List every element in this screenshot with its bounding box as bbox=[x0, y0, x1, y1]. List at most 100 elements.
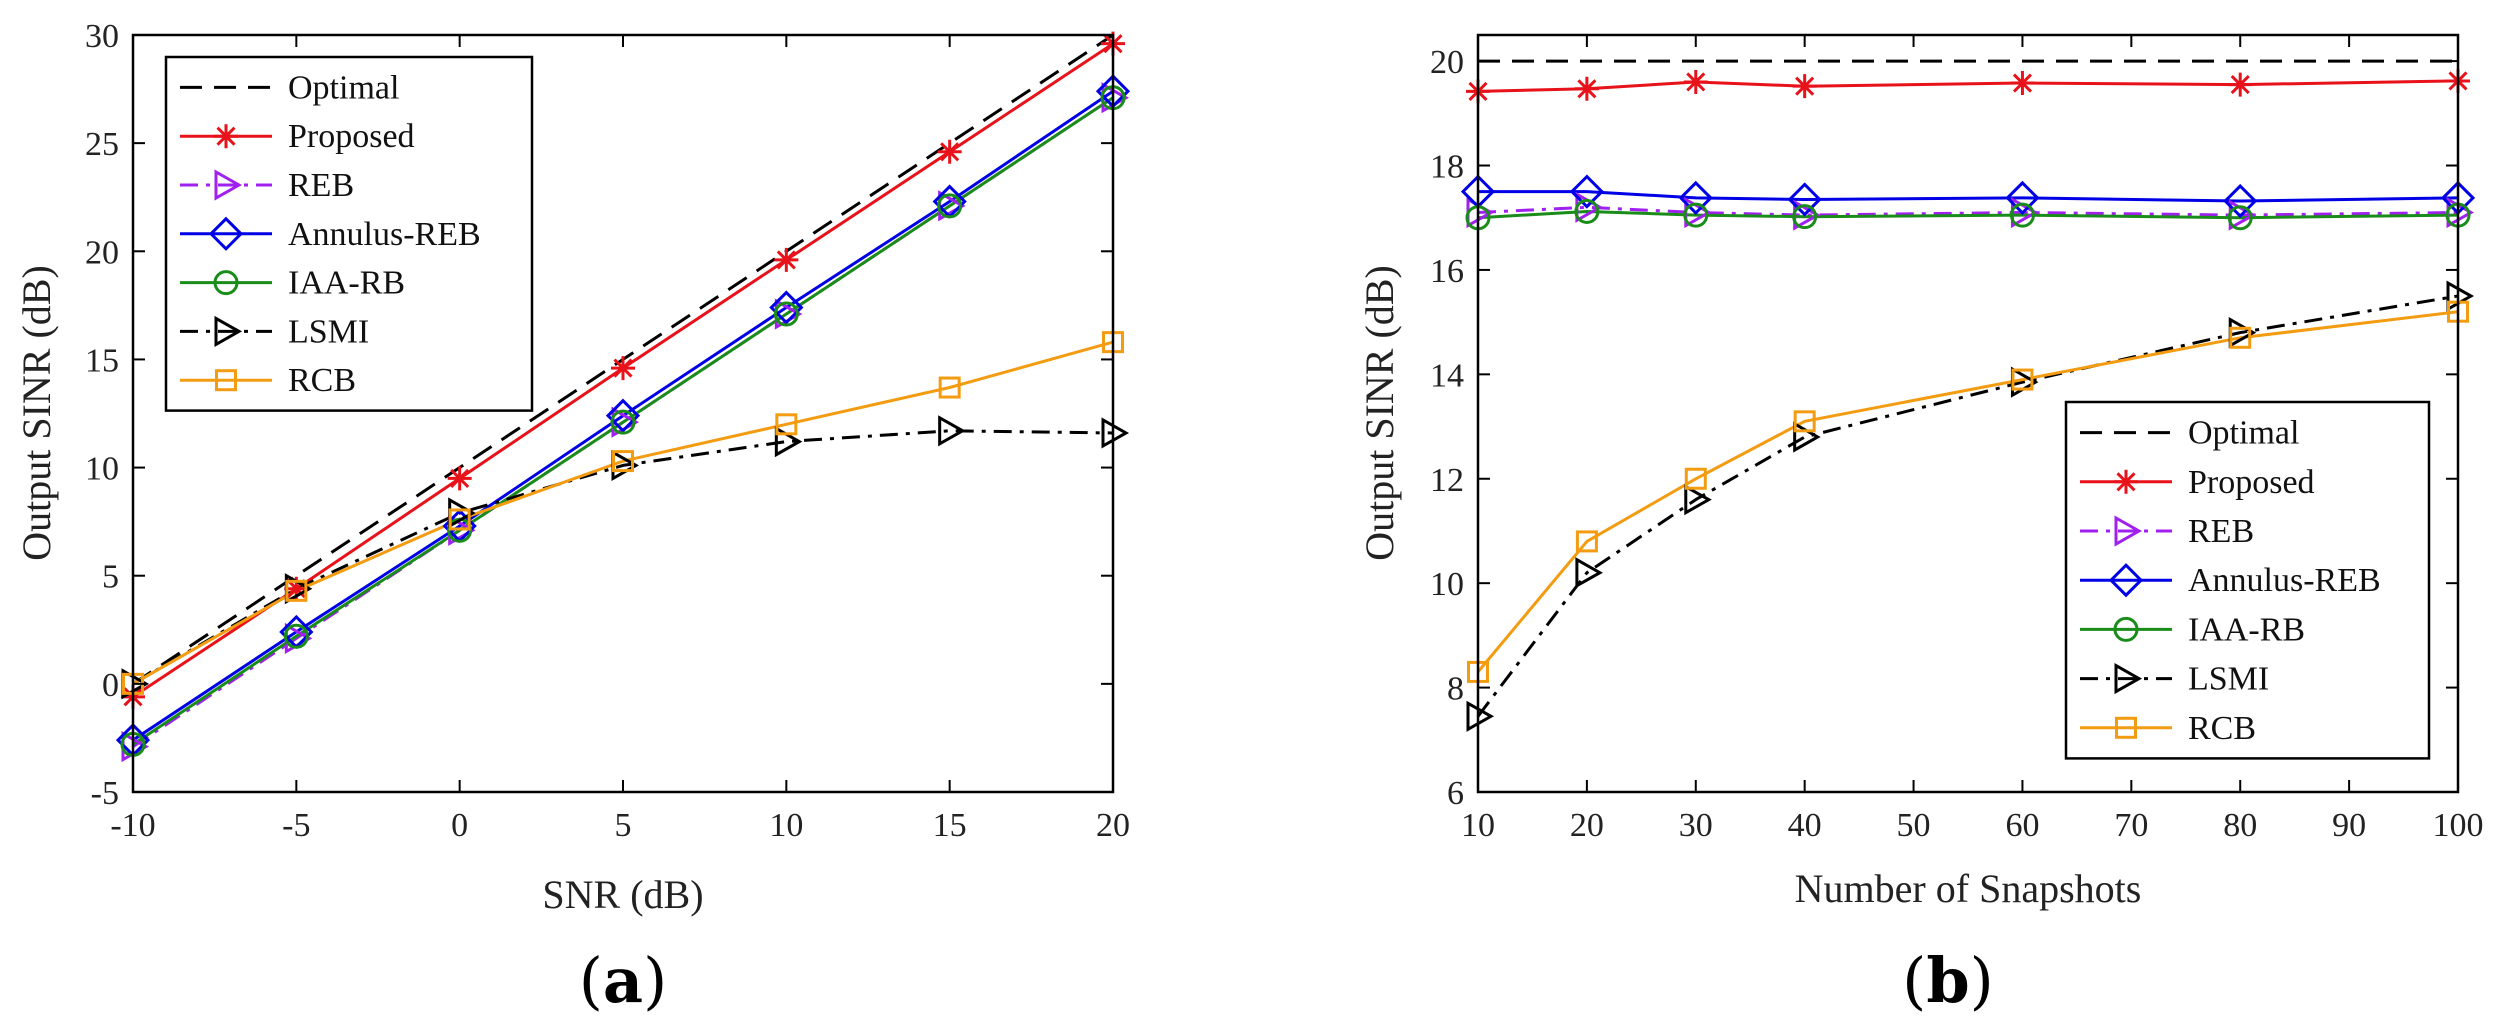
legend-label-lsmi: LSMI bbox=[288, 313, 369, 350]
legend-marker-annulus-reb bbox=[208, 216, 244, 251]
y-tick-label: 8 bbox=[1447, 671, 1464, 708]
legend-label-proposed: Proposed bbox=[288, 118, 415, 155]
x-tick-label: 20 bbox=[1096, 807, 1130, 844]
legend-label-proposed: Proposed bbox=[2188, 464, 2315, 501]
data-point-rcb bbox=[938, 376, 961, 399]
y-tick-label: 10 bbox=[85, 451, 119, 488]
data-point-proposed bbox=[611, 356, 635, 381]
panel-a-ylabel: Output SINR (dB) bbox=[14, 265, 59, 561]
data-point-rcb bbox=[285, 579, 308, 602]
x-tick-label: -10 bbox=[110, 807, 155, 844]
x-tick-label: 50 bbox=[1897, 807, 1931, 844]
panel-b-xlabel: Number of Snapshots bbox=[1795, 866, 2142, 911]
legend-label-rcb: RCB bbox=[2188, 710, 2256, 747]
data-point-iaa-rb bbox=[1792, 204, 1818, 230]
legend-marker-proposed bbox=[2114, 469, 2138, 494]
y-tick-label: 5 bbox=[102, 559, 119, 596]
data-point-proposed bbox=[937, 139, 962, 164]
legend-label-rcb: RCB bbox=[288, 362, 356, 399]
legend-marker-reb bbox=[214, 169, 243, 201]
series-line-iaa-rb bbox=[133, 96, 1113, 746]
legend-label-reb: REB bbox=[288, 167, 354, 204]
panel-b-label: (b) bbox=[1902, 944, 1994, 1017]
x-tick-label: 20 bbox=[1570, 807, 1604, 844]
data-point-proposed bbox=[2228, 72, 2253, 97]
legend-box bbox=[164, 55, 534, 412]
data-point-iaa-rb bbox=[1683, 202, 1709, 228]
x-tick-label: 100 bbox=[2433, 807, 2484, 844]
legend-label-iaa-rb: IAA-RB bbox=[2188, 611, 2305, 648]
legend-label-lsmi: LSMI bbox=[2188, 661, 2269, 698]
legend-marker-rcb bbox=[2115, 716, 2137, 739]
y-tick-label: 14 bbox=[1430, 357, 1464, 394]
legend-marker-lsmi bbox=[2114, 663, 2143, 695]
panel-b-frame bbox=[1476, 33, 2460, 794]
legend-label-optimal: Optimal bbox=[288, 69, 399, 106]
x-tick-label: 60 bbox=[2005, 807, 2039, 844]
x-tick-label: 10 bbox=[769, 807, 803, 844]
y-tick-label: 15 bbox=[85, 342, 119, 379]
data-point-proposed bbox=[1574, 76, 1599, 101]
legend-label-reb: REB bbox=[2188, 513, 2254, 550]
legend-label-annulus-reb: Annulus-REB bbox=[288, 216, 481, 253]
y-tick-label: -5 bbox=[91, 775, 119, 812]
data-point-annulus-reb bbox=[1787, 182, 1822, 217]
panel-a-label: (a) bbox=[579, 944, 668, 1017]
data-point-annulus-reb bbox=[1678, 180, 1713, 216]
data-point-annulus-reb bbox=[605, 398, 641, 433]
data-point-annulus-reb bbox=[2005, 180, 2040, 216]
x-tick-label: 40 bbox=[1788, 807, 1822, 844]
panel-b-ylabel: Output SINR (dB) bbox=[1357, 265, 1402, 561]
data-point-iaa-rb bbox=[2009, 202, 2035, 228]
data-point-proposed bbox=[1792, 74, 1817, 99]
data-point-iaa-rb bbox=[773, 301, 799, 327]
data-point-rcb bbox=[1575, 530, 1598, 553]
x-tick-label: 10 bbox=[1461, 807, 1495, 844]
data-point-rcb bbox=[2011, 368, 2034, 391]
legend-marker-proposed bbox=[214, 124, 238, 149]
y-tick-label: 20 bbox=[1430, 44, 1464, 81]
legend-label-annulus-reb: Annulus-REB bbox=[2188, 562, 2381, 599]
panel-a-legend: Optimal Proposed REB Annulus-REB IAA-RB LSMI R… bbox=[164, 55, 534, 412]
series-line-lsmi bbox=[133, 429, 1113, 686]
x-tick-label: 0 bbox=[451, 807, 468, 844]
series-line-proposed bbox=[1478, 79, 2458, 93]
panel-b-ticks: 10 20 30 40 50 60 70 80 90 100 6 8 10 12 14 16 18 20 bbox=[1430, 35, 2484, 844]
y-tick-label: 10 bbox=[1430, 566, 1464, 603]
y-tick-label: 6 bbox=[1447, 775, 1464, 812]
legend-marker-annulus-reb bbox=[2108, 563, 2144, 598]
data-point-rcb bbox=[1793, 410, 1816, 433]
data-point-rcb bbox=[2229, 326, 2252, 349]
data-point-proposed bbox=[1683, 69, 1708, 94]
data-point-iaa-rb bbox=[283, 623, 309, 649]
panel-a-xlabel: SNR (dB) bbox=[542, 872, 703, 917]
data-point-iaa-rb bbox=[937, 193, 963, 219]
y-tick-label: 30 bbox=[85, 18, 119, 55]
legend-marker-iaa-rb bbox=[2113, 616, 2139, 642]
y-tick-label: 12 bbox=[1430, 462, 1464, 499]
data-point-iaa-rb bbox=[1574, 198, 1600, 224]
data-point-iaa-rb bbox=[2227, 205, 2253, 231]
data-point-rcb bbox=[448, 508, 471, 531]
panel-b-legend: Optimal Proposed REB Annulus-REB IAA-RB LSMI R… bbox=[2064, 400, 2431, 760]
y-tick-label: 0 bbox=[102, 667, 119, 704]
x-tick-label: 30 bbox=[1679, 807, 1713, 844]
legend-marker-reb bbox=[2114, 515, 2143, 547]
legend-label-iaa-rb: IAA-RB bbox=[288, 265, 405, 302]
data-point-rcb bbox=[775, 413, 798, 436]
x-tick-label: 90 bbox=[2332, 807, 2366, 844]
data-point-proposed bbox=[774, 247, 799, 272]
legend-marker-iaa-rb bbox=[213, 270, 239, 296]
data-point-proposed bbox=[284, 576, 309, 601]
x-tick-label: 70 bbox=[2114, 807, 2148, 844]
data-point-lsmi bbox=[1684, 484, 1712, 516]
x-tick-label: 80 bbox=[2223, 807, 2257, 844]
data-point-annulus-reb bbox=[1569, 174, 1605, 209]
data-point-lsmi bbox=[1575, 557, 1603, 589]
data-point-proposed bbox=[447, 466, 472, 491]
x-tick-label: -5 bbox=[282, 807, 310, 844]
series-line-annulus-reb bbox=[1478, 190, 2458, 203]
